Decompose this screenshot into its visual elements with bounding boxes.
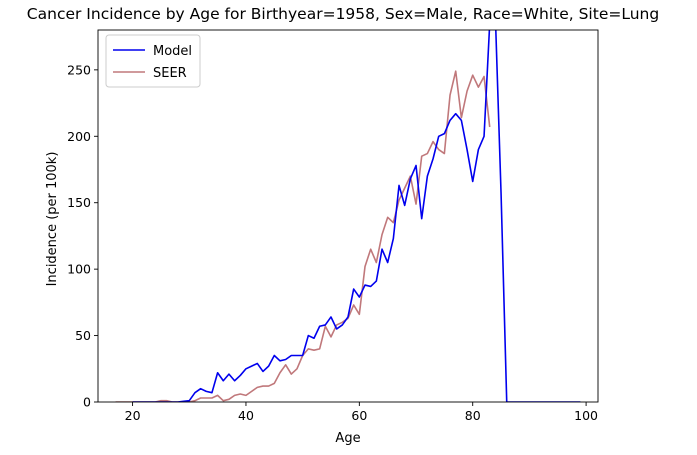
legend: Model SEER xyxy=(105,34,201,88)
x-tick-label: 20 xyxy=(125,408,141,423)
y-axis-label: Incidence (per 100k) xyxy=(45,152,60,287)
x-tick-label: 100 xyxy=(574,408,598,423)
y-tick-label: 150 xyxy=(67,195,91,210)
y-tick-label: 200 xyxy=(67,129,91,144)
x-tick-label: 60 xyxy=(351,408,367,423)
x-tick-label: 80 xyxy=(465,408,481,423)
legend-box xyxy=(105,34,201,88)
series-line-model xyxy=(132,30,581,402)
legend-label-model: Model xyxy=(153,44,192,59)
chart-title: Cancer Incidence by Age for Birthyear=19… xyxy=(27,5,659,23)
x-axis-ticks: 20 40 60 80 100 xyxy=(125,402,598,423)
y-tick-label: 50 xyxy=(75,328,91,343)
legend-label-seer: SEER xyxy=(153,66,187,81)
y-tick-label: 100 xyxy=(67,262,91,277)
x-axis-label: Age xyxy=(335,431,360,446)
plot-lines xyxy=(115,30,581,402)
plot-area-frame xyxy=(97,29,599,403)
y-axis-ticks: 0 50 100 150 200 250 xyxy=(67,62,98,410)
y-tick-label: 250 xyxy=(67,62,91,77)
x-tick-label: 40 xyxy=(238,408,254,423)
y-tick-label: 0 xyxy=(83,395,91,410)
